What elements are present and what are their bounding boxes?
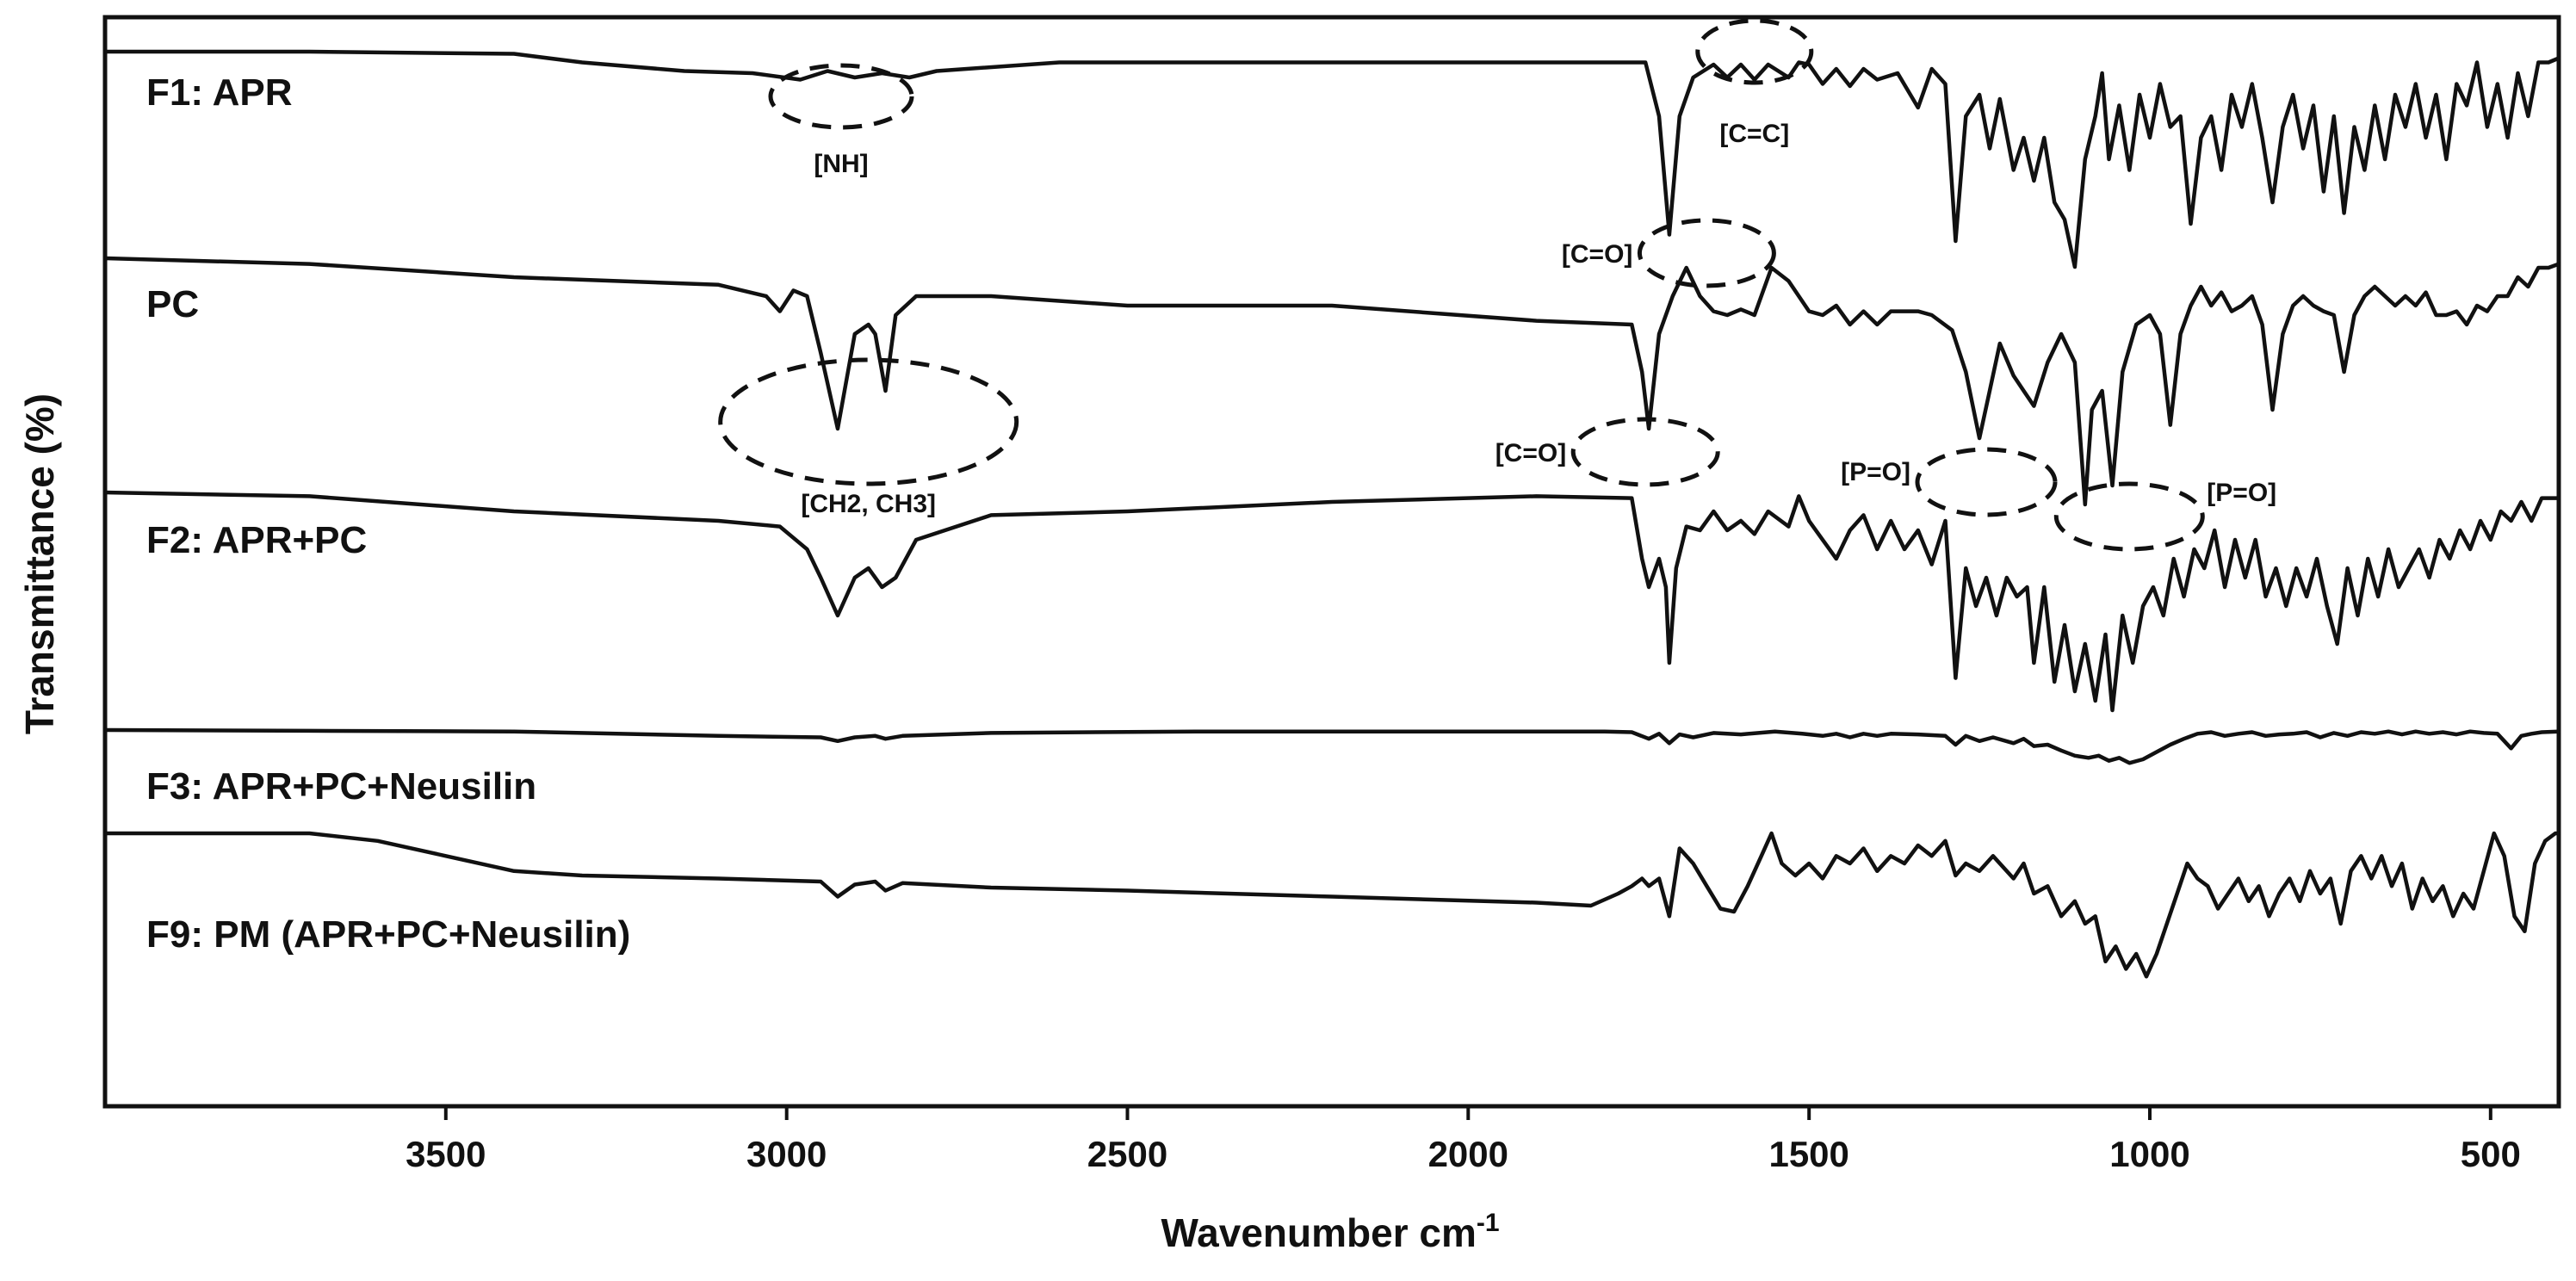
annotation-ellipse-2 [1695,18,1814,85]
annotation-label-7: [P=O] [2207,479,2276,507]
x-axis-ticks: 3500 3000 2500 2000 1500 1000 500 [406,1106,2521,1174]
series-label-5: F9: PM (APR+PC+Neusilin) [146,913,630,956]
series-label-3: F2: APR+PC [146,519,367,561]
annotation-label-1: [NH] [814,150,868,178]
spectrum-line-4 [102,727,2561,765]
x-tick-label-2000: 2000 [1428,1134,1508,1174]
x-tick-label-3500: 3500 [406,1134,486,1174]
series-label-2: PC [146,283,199,325]
series-label-1: F1: APR [146,71,293,114]
x-axis-title-superscript: -1 [1477,1209,1500,1237]
annotation-ellipse-1 [768,63,914,130]
plot-frame [102,15,2561,1109]
x-tick-label-500: 500 [2461,1134,2521,1174]
annotation-label-2: [C=C] [1719,120,1789,148]
annotation-label-5: [C=O] [1495,439,1567,467]
annotation-label-6: [P=O] [1841,458,1910,486]
annotations-group: [NH] [C=C] [C=O] [CH2, CH3] [C=O] [P=O] [P=O] [718,18,2276,552]
x-axis-title-text: Wavenumber cm [1161,1210,1476,1255]
spectrum-line-3 [102,490,2561,713]
series-labels: F1: APR PC F2: APR+PC F3: APR+PC+Neusilin F9… [146,71,630,956]
x-tick-label-1500: 1500 [1768,1134,1848,1174]
spectra-group [102,49,2561,979]
annotation-label-4: [CH2, CH3] [801,490,936,518]
x-tick-label-3000: 3000 [746,1134,827,1174]
annotation-label-3: [C=O] [1562,240,1633,269]
y-axis-title: Transmittance (%) [17,393,62,734]
x-axis-title: Wavenumber cm-1 [1161,1209,1499,1255]
spectrum-line-2 [102,256,2561,507]
annotation-ellipse-6 [1915,447,2058,517]
annotation-ellipse-3 [1637,218,1776,288]
annotation-ellipse-4 [718,357,1019,486]
series-label-4: F3: APR+PC+Neusilin [146,765,536,808]
spectrum-line-5 [102,831,2561,979]
annotation-ellipse-5 [1570,417,1720,487]
x-tick-label-1000: 1000 [2109,1134,2189,1174]
x-tick-label-2500: 2500 [1087,1134,1167,1174]
annotation-ellipse-7 [2053,481,2205,552]
spectrum-line-1 [102,49,2561,269]
